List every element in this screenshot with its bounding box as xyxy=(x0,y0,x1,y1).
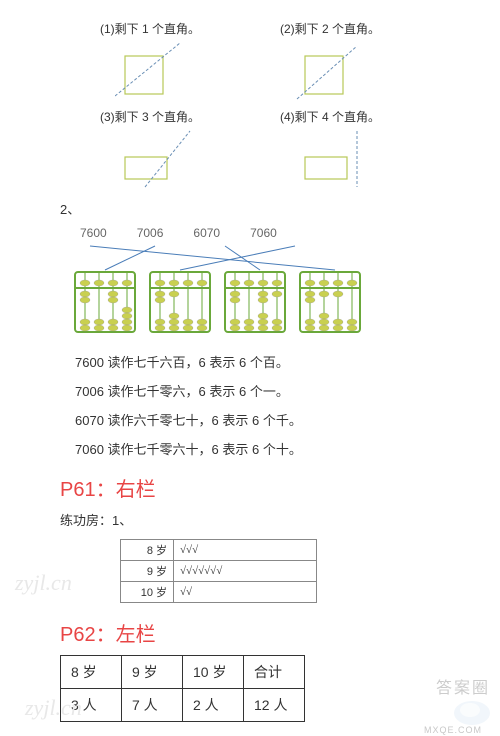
watermark-brand: 答案圈 xyxy=(436,674,490,698)
summary-table: 8 岁 9 岁 10 岁 合计 3 人 7 人 2 人 12 人 xyxy=(60,655,305,722)
readings-block: 7600 读作七千六百，6 表示 6 个百。 7006 读作七千零六，6 表示 … xyxy=(75,352,470,458)
grid-item-3: (3)剩下 3 个直角。 xyxy=(100,108,240,184)
table-row: 9 岁 √√√√√√√ xyxy=(121,561,317,582)
watermark-url: MXQE.COM xyxy=(424,725,482,735)
reading-3: 6070 读作六千零七十，6 表示 6 个千。 xyxy=(75,410,470,429)
right-angle-grid: (1)剩下 1 个直角。 (2)剩下 2 个直角。 xyxy=(100,20,470,184)
sum-col-1: 8 岁 xyxy=(61,656,122,689)
sum-val-2: 7 人 xyxy=(122,689,183,722)
shape-svg-4 xyxy=(295,129,385,189)
abacus-svg xyxy=(70,242,370,337)
table-row: 10 岁 √√ xyxy=(121,582,317,603)
grid-item-4: (4)剩下 4 个直角。 xyxy=(280,108,420,184)
abacus-num-3: 6070 xyxy=(193,226,220,240)
grid-label-4: (4)剩下 4 个直角。 xyxy=(280,108,420,125)
grid-label-2: (2)剩下 2 个直角。 xyxy=(280,20,420,37)
sum-col-2: 9 岁 xyxy=(122,656,183,689)
table-row: 8 岁 √√√ xyxy=(121,540,317,561)
sum-val-1: 3 人 xyxy=(61,689,122,722)
abacus-section: 7600 7006 6070 7060 xyxy=(60,226,470,458)
tally-age-3: 10 岁 xyxy=(121,582,174,603)
question-2-label: 2、 xyxy=(60,199,470,218)
table-row: 8 岁 9 岁 10 岁 合计 xyxy=(61,656,305,689)
grid-label-3: (3)剩下 3 个直角。 xyxy=(100,108,240,125)
watermark-logo-icon xyxy=(452,698,492,728)
grid-label-1: (1)剩下 1 个直角。 xyxy=(100,20,240,37)
tally-age-2: 9 岁 xyxy=(121,561,174,582)
tally-val-2: √√√√√√√ xyxy=(174,561,317,582)
abacus-num-4: 7060 xyxy=(250,226,277,240)
abacus-num-1: 7600 xyxy=(80,226,107,240)
sum-val-4: 12 人 xyxy=(244,689,305,722)
shape-svg-3 xyxy=(115,129,205,189)
grid-item-1: (1)剩下 1 个直角。 xyxy=(100,20,240,96)
p61-header: P61：右栏 xyxy=(60,473,470,502)
tally-val-1: √√√ xyxy=(174,540,317,561)
abacus-num-2: 7006 xyxy=(137,226,164,240)
grid-item-2: (2)剩下 2 个直角。 xyxy=(280,20,420,96)
tally-table: 8 岁 √√√ 9 岁 √√√√√√√ 10 岁 √√ xyxy=(120,539,317,603)
sum-col-3: 10 岁 xyxy=(183,656,244,689)
sum-col-4: 合计 xyxy=(244,656,305,689)
shape-svg-1 xyxy=(115,41,205,101)
reading-4: 7060 读作七千零六十，6 表示 6 个十。 xyxy=(75,439,470,458)
p62-header: P62：左栏 xyxy=(60,618,470,647)
tally-age-1: 8 岁 xyxy=(121,540,174,561)
reading-2: 7006 读作七千零六，6 表示 6 个一。 xyxy=(75,381,470,400)
shape-svg-2 xyxy=(295,41,385,101)
reading-1: 7600 读作七千六百，6 表示 6 个百。 xyxy=(75,352,470,371)
table-row: 3 人 7 人 2 人 12 人 xyxy=(61,689,305,722)
sum-val-3: 2 人 xyxy=(183,689,244,722)
p61-practice: 练功房：1、 xyxy=(60,510,470,529)
tally-val-3: √√ xyxy=(174,582,317,603)
